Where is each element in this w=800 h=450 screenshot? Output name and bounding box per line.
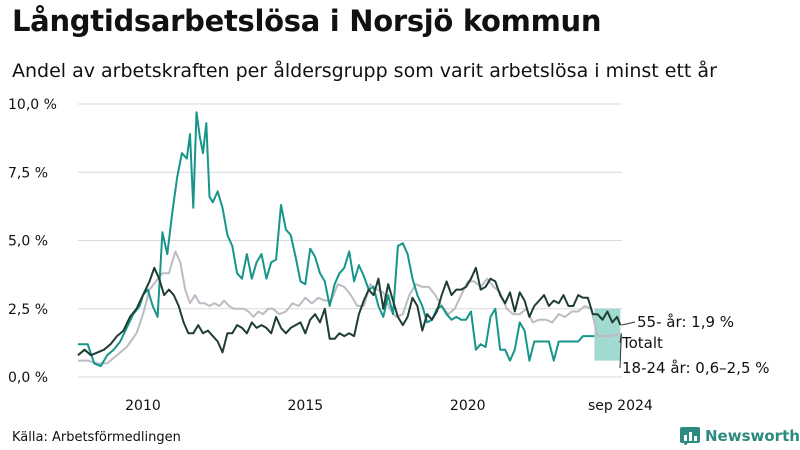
series-layer bbox=[77, 111, 622, 368]
chart-grid bbox=[78, 103, 622, 378]
x-axis: 2010 2015 2020 sep 2024 bbox=[125, 398, 653, 414]
y-tick-label: 10,0 % bbox=[8, 97, 57, 113]
x-tick-label: 2010 bbox=[125, 398, 161, 414]
annotation-youth: 18-24 år: 0,6–2,5 % bbox=[622, 359, 770, 377]
source-note: Källa: Arbetsförmedlingen bbox=[12, 430, 181, 445]
brand-logo: Newsworthy bbox=[680, 427, 800, 445]
annotation-senior: 55- år: 1,9 % bbox=[637, 313, 734, 331]
x-tick-label: 2015 bbox=[288, 398, 324, 414]
annotation-leader bbox=[619, 334, 622, 369]
series-line-youth bbox=[78, 111, 595, 368]
y-tick-label: 2,5 % bbox=[8, 302, 48, 318]
page-subtitle: Andel av arbetskraften per åldersgrupp s… bbox=[12, 60, 717, 82]
annotation-total: Totalt bbox=[621, 334, 663, 352]
annotation-leader bbox=[621, 321, 636, 326]
series-line-senior bbox=[77, 266, 622, 357]
x-tick-label: sep 2024 bbox=[588, 398, 653, 414]
y-tick-label: 7,5 % bbox=[8, 165, 48, 181]
page-title: Långtidsarbetslösa i Norsjö kommun bbox=[12, 4, 602, 38]
annotation-layer: 55- år: 1,9 % Totalt 18-24 år: 0,6–2,5 % bbox=[619, 313, 770, 377]
brand-name: Newsworthy bbox=[705, 427, 800, 445]
series-line-total bbox=[78, 250, 621, 365]
y-axis: 0,0 % 2,5 % 5,0 % 7,5 % 10,0 % bbox=[8, 97, 57, 386]
y-tick-label: 5,0 % bbox=[8, 234, 48, 250]
y-tick-label: 0,0 % bbox=[8, 370, 48, 386]
x-tick-label: 2020 bbox=[450, 398, 486, 414]
chart-logo-icon bbox=[680, 427, 700, 445]
